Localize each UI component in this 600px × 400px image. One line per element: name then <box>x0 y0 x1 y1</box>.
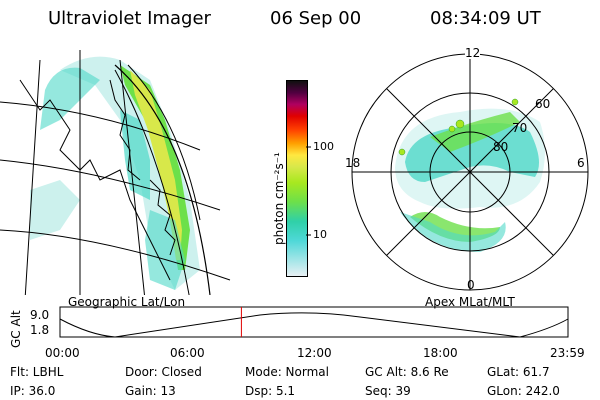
gc-alt-status: GC Alt: 8.6 Re <box>365 365 449 379</box>
glon-status: GLon: 242.0 <box>487 384 560 398</box>
gain-status: Gain: 13 <box>125 384 176 398</box>
filter-status: Flt: LBHL <box>10 365 64 379</box>
alt-xtick-6: 06:00 <box>170 346 205 360</box>
mode-status: Mode: Normal <box>245 365 329 379</box>
color-bar <box>286 80 308 277</box>
colorbar-ticks <box>306 146 311 236</box>
instrument-title: Ultraviolet Imager <box>48 8 211 29</box>
alt-xtick-0: 00:00 <box>45 346 80 360</box>
glat-status: GLat: 61.7 <box>487 365 550 379</box>
polar-map <box>351 53 589 291</box>
altitude-plot <box>59 306 569 338</box>
mlt-label-12: 12 <box>465 46 481 60</box>
colorbar-unit-label: photon cm⁻²s⁻¹ <box>272 152 286 245</box>
mlt-label-0: 0 <box>467 278 475 292</box>
mlat-label-80: 80 <box>493 140 509 154</box>
geographic-caption: Geographic Lat/Lon <box>68 295 186 309</box>
seq-status: Seq: 39 <box>365 384 411 398</box>
ip-status: IP: 36.0 <box>10 384 56 398</box>
alt-xtick-23-59: 23:59 <box>550 346 585 360</box>
polar-caption: Apex MLat/MLT <box>425 295 515 309</box>
mlat-label-70: 70 <box>512 121 528 135</box>
colorbar-tick-10: 10 <box>313 228 327 241</box>
alt-xtick-12: 12:00 <box>297 346 332 360</box>
mlt-label-18: 18 <box>345 156 361 170</box>
geographic-map <box>0 50 231 295</box>
time-label: 08:34:09 UT <box>430 8 541 29</box>
date-label: 06 Sep 00 <box>270 8 362 29</box>
alt-ytick-1-8: 1.8 <box>30 323 50 337</box>
alt-xtick-18: 18:00 <box>423 346 458 360</box>
mlat-label-60: 60 <box>535 97 551 111</box>
door-status: Door: Closed <box>125 365 202 379</box>
alt-ylabel: GC Alt <box>9 310 23 348</box>
colorbar-tick-100: 100 <box>313 140 334 153</box>
alt-ytick-9: 9.0 <box>30 308 50 322</box>
dsp-status: Dsp: 5.1 <box>245 384 296 398</box>
mlt-label-6: 6 <box>577 156 585 170</box>
